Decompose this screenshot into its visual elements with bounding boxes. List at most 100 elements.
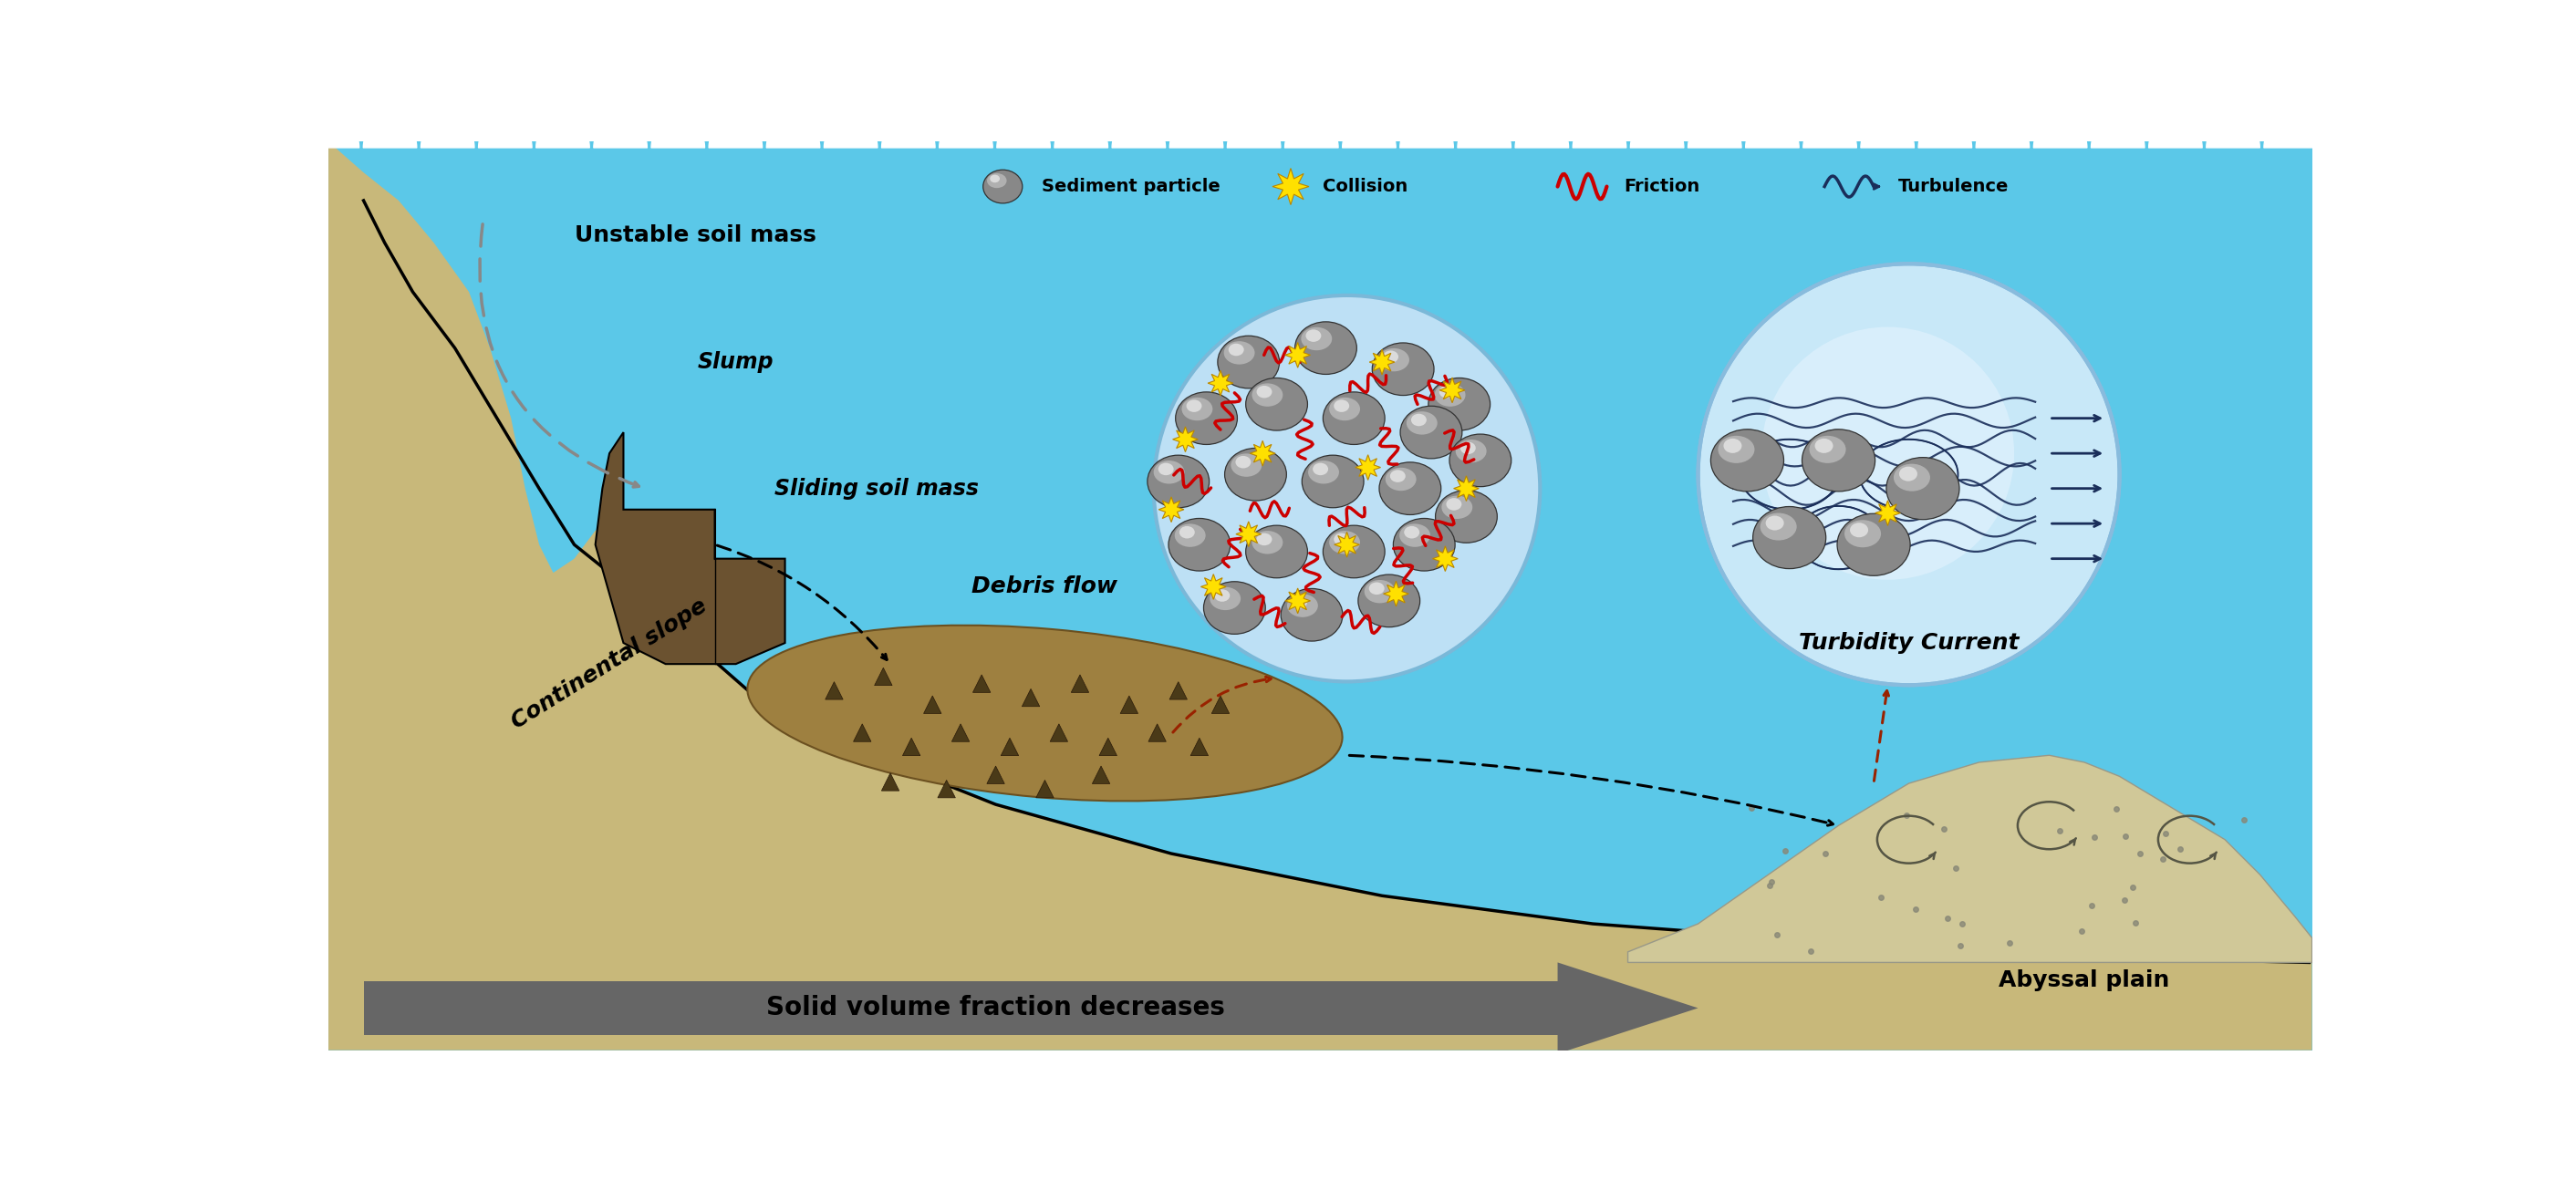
Ellipse shape	[1893, 464, 1929, 491]
Polygon shape	[1236, 522, 1262, 546]
Polygon shape	[1100, 738, 1118, 755]
Ellipse shape	[1373, 343, 1435, 395]
Ellipse shape	[1224, 341, 1255, 365]
Ellipse shape	[1401, 406, 1463, 459]
Polygon shape	[974, 675, 992, 693]
Ellipse shape	[1443, 496, 1473, 519]
Ellipse shape	[1765, 516, 1785, 530]
Polygon shape	[951, 723, 969, 741]
Polygon shape	[1170, 682, 1188, 700]
Polygon shape	[1432, 546, 1458, 571]
Ellipse shape	[1404, 526, 1419, 538]
Polygon shape	[1200, 575, 1226, 599]
Ellipse shape	[1391, 470, 1406, 483]
Polygon shape	[1149, 723, 1167, 741]
Text: Slump: Slump	[698, 352, 773, 373]
Polygon shape	[1208, 371, 1234, 395]
Ellipse shape	[1296, 322, 1358, 374]
Ellipse shape	[1383, 350, 1399, 363]
Ellipse shape	[1752, 506, 1826, 569]
Ellipse shape	[1399, 524, 1430, 548]
Ellipse shape	[1247, 378, 1309, 431]
Polygon shape	[1121, 696, 1139, 714]
Polygon shape	[1370, 349, 1394, 375]
Polygon shape	[881, 773, 899, 791]
Ellipse shape	[1723, 439, 1741, 453]
Polygon shape	[1383, 582, 1409, 607]
Ellipse shape	[1455, 439, 1486, 463]
Polygon shape	[1875, 500, 1901, 525]
Ellipse shape	[1899, 466, 1917, 481]
Ellipse shape	[1329, 398, 1360, 420]
Ellipse shape	[1427, 378, 1489, 431]
Polygon shape	[902, 738, 920, 755]
Ellipse shape	[1288, 594, 1319, 617]
Polygon shape	[1092, 766, 1110, 784]
Polygon shape	[1334, 532, 1360, 557]
Polygon shape	[595, 432, 786, 664]
Polygon shape	[853, 723, 871, 741]
Ellipse shape	[1837, 513, 1911, 576]
Polygon shape	[1453, 476, 1479, 502]
Ellipse shape	[1309, 460, 1340, 484]
Ellipse shape	[1816, 439, 1834, 453]
Ellipse shape	[1301, 455, 1363, 507]
Polygon shape	[1159, 497, 1185, 523]
Ellipse shape	[984, 170, 1023, 203]
Ellipse shape	[1386, 467, 1417, 491]
Ellipse shape	[1844, 520, 1880, 548]
Ellipse shape	[1358, 575, 1419, 627]
Text: Sliding soil mass: Sliding soil mass	[775, 478, 979, 499]
Polygon shape	[1002, 738, 1018, 755]
Ellipse shape	[1180, 526, 1195, 538]
Polygon shape	[1072, 675, 1090, 693]
Ellipse shape	[1257, 386, 1273, 398]
Ellipse shape	[1378, 348, 1409, 372]
Ellipse shape	[1324, 525, 1386, 578]
Ellipse shape	[1224, 448, 1285, 500]
Ellipse shape	[1257, 533, 1273, 545]
Ellipse shape	[1718, 435, 1754, 463]
Polygon shape	[363, 982, 1558, 1035]
Ellipse shape	[989, 175, 999, 183]
Text: Collision: Collision	[1321, 178, 1406, 195]
Ellipse shape	[1762, 327, 2014, 579]
Ellipse shape	[1759, 513, 1795, 540]
Text: Abyssal plain: Abyssal plain	[1999, 969, 2169, 991]
Ellipse shape	[1203, 582, 1265, 634]
Ellipse shape	[1450, 434, 1512, 486]
Ellipse shape	[1406, 412, 1437, 434]
Ellipse shape	[1252, 531, 1283, 553]
Text: Sediment particle: Sediment particle	[1041, 178, 1221, 195]
Ellipse shape	[1188, 400, 1203, 412]
Polygon shape	[824, 682, 842, 700]
Polygon shape	[1190, 738, 1208, 755]
Polygon shape	[1051, 723, 1069, 741]
Text: Turbidity Current: Turbidity Current	[1798, 632, 2020, 654]
Polygon shape	[1211, 696, 1229, 714]
Ellipse shape	[1334, 400, 1350, 412]
Ellipse shape	[1710, 430, 1783, 491]
Ellipse shape	[1378, 463, 1440, 514]
Ellipse shape	[1154, 295, 1540, 682]
Text: Friction: Friction	[1625, 178, 1700, 195]
Ellipse shape	[1218, 336, 1280, 388]
Ellipse shape	[1280, 589, 1342, 641]
Text: Unstable soil mass: Unstable soil mass	[574, 224, 817, 247]
Ellipse shape	[1159, 463, 1175, 476]
Ellipse shape	[1803, 430, 1875, 491]
Ellipse shape	[1229, 343, 1244, 356]
Ellipse shape	[1329, 531, 1360, 553]
Ellipse shape	[1247, 525, 1309, 578]
Polygon shape	[1440, 378, 1466, 402]
Ellipse shape	[1394, 518, 1455, 571]
Ellipse shape	[1324, 392, 1386, 445]
Ellipse shape	[1365, 579, 1396, 603]
Ellipse shape	[1314, 463, 1329, 476]
Polygon shape	[1036, 780, 1054, 798]
Ellipse shape	[987, 173, 1007, 188]
Ellipse shape	[1435, 384, 1466, 407]
Polygon shape	[987, 766, 1005, 784]
Polygon shape	[1285, 588, 1311, 614]
Ellipse shape	[1886, 458, 1960, 519]
